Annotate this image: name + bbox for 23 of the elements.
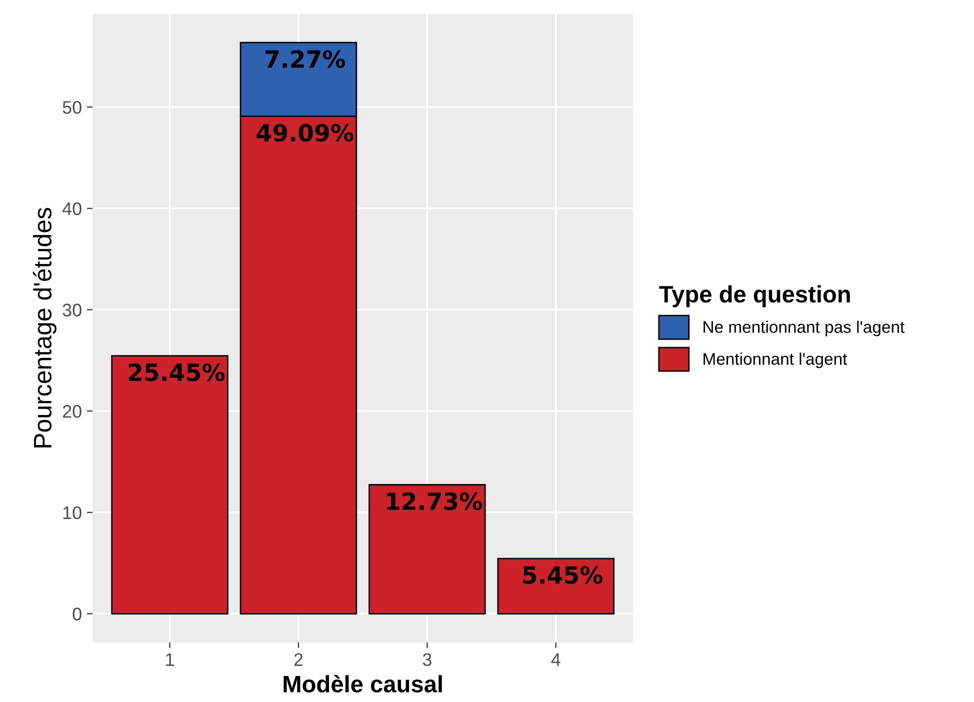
x-tick-label: 3 [422,653,432,666]
x-axis-title: Modèle causal [284,674,442,692]
y-tick-label: 40 [62,202,82,216]
legend-label: Ne mentionnant pas l'agent [704,320,905,336]
bar [111,355,228,614]
bar [368,484,486,614]
x-tick-label: 4 [551,653,560,666]
data-label: 49.09% [256,124,354,142]
data-label: 5.45% [523,566,603,584]
y-tick-label: 10 [63,506,82,520]
y-axis-title: Pourcentage d'études [32,208,56,448]
data-label: 7.27% [266,50,346,68]
y-tick-label: 50 [62,101,82,114]
y-tick-label: 0 [72,608,82,620]
x-tick-label: 1 [166,653,174,666]
legend-label: Mentionnant l'agent [704,352,848,368]
data-label: 25.45% [128,363,225,382]
bar [497,558,614,614]
y-tick-label: 20 [62,405,82,418]
y-tick-label: 30 [62,304,82,316]
legend-title: Type de question [659,285,850,308]
data-label: 12.73% [387,492,482,510]
x-tick-label: 2 [294,653,303,666]
